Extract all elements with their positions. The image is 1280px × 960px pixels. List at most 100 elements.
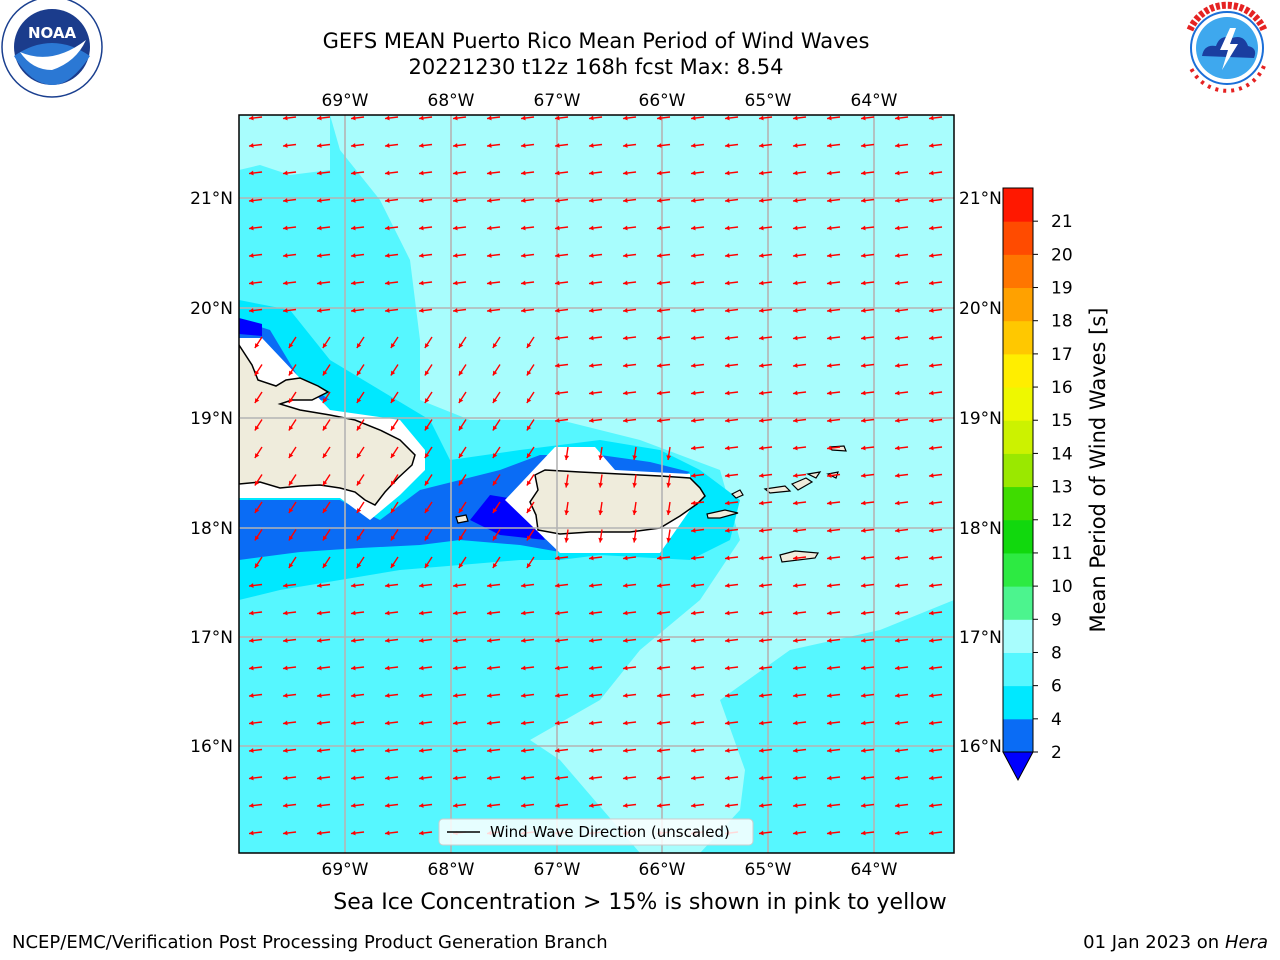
wave-arrow-head — [861, 225, 866, 231]
wave-arrow-head — [317, 830, 322, 836]
wave-arrow-head — [453, 253, 458, 258]
wave-arrow-head — [283, 830, 288, 836]
wave-arrow-head — [827, 225, 832, 231]
wave-arrow-head — [623, 720, 628, 726]
map-panel — [239, 115, 954, 853]
wave-arrow-head — [759, 638, 764, 643]
wave-arrow-head — [827, 115, 832, 121]
colorbar-tick-label: 12 — [1051, 511, 1073, 531]
wave-arrow-head — [929, 775, 934, 781]
colorbar-tick-label: 16 — [1051, 378, 1073, 398]
wave-arrow-head — [555, 418, 560, 423]
wave-arrow-head — [555, 693, 560, 698]
wave-arrow-head — [487, 280, 492, 286]
colorbar-tick-label: 20 — [1051, 245, 1073, 265]
wave-arrow-head — [322, 398, 328, 404]
wave-arrow-head — [419, 253, 424, 258]
wave-arrow-head — [895, 528, 900, 533]
wave-arrow-head — [322, 370, 328, 376]
wave-arrow-head — [725, 583, 730, 588]
lon-label: 65°W — [745, 860, 792, 880]
wave-arrow-head — [351, 638, 356, 643]
wave-arrow-head — [555, 143, 560, 148]
wave-arrow-head — [861, 610, 866, 616]
wave-arrow-head — [793, 610, 798, 616]
wave-arrow-head — [895, 775, 900, 781]
colorbar-tick-label: 18 — [1051, 312, 1073, 332]
wave-arrow-head — [589, 225, 594, 231]
wave-arrow-head — [725, 473, 730, 478]
wave-arrow-head — [453, 665, 458, 671]
wave-arrow-head — [492, 453, 498, 459]
wave-arrow-head — [356, 563, 362, 569]
wave-arrow-head — [725, 335, 730, 341]
wave-arrow-head — [521, 225, 526, 231]
lat-label: 16°N — [190, 737, 233, 757]
wave-arrow-head — [623, 390, 628, 396]
wave-arrow-head — [691, 500, 696, 506]
wave-arrow-head — [589, 555, 594, 561]
wave-arrow-head — [691, 253, 696, 258]
wave-arrow-head — [725, 390, 730, 396]
wave-arrow-head — [385, 720, 390, 726]
wave-arrow-head — [725, 748, 730, 753]
wave-arrow-head — [623, 280, 628, 286]
wave-arrow-head — [793, 198, 798, 203]
colorbar-tick-label: 19 — [1051, 279, 1073, 299]
wave-arrow-head — [623, 198, 628, 203]
lon-label: 66°W — [639, 860, 686, 880]
wave-arrow-head — [249, 198, 254, 203]
wave-arrow-head — [249, 665, 254, 671]
wave-arrow-head — [691, 583, 696, 588]
wave-arrow-head — [521, 280, 526, 286]
colorbar-tick-label: 8 — [1051, 643, 1062, 663]
wave-arrow-head — [691, 390, 696, 396]
colorbar-segment — [1003, 387, 1033, 421]
wave-arrow-head — [725, 610, 730, 616]
wave-arrow-head — [725, 775, 730, 781]
footer-date: 01 Jan 2023 on Hera — [1083, 932, 1268, 953]
wave-arrow-head — [521, 610, 526, 616]
wave-arrow-head — [793, 390, 798, 396]
wave-arrow-head — [793, 748, 798, 753]
wave-arrow-head — [385, 803, 390, 808]
lon-label: 66°W — [639, 91, 686, 111]
wave-arrow-head — [725, 143, 730, 148]
lat-label: 17°N — [959, 628, 1002, 648]
wave-arrow-head — [487, 170, 492, 176]
wave-arrow-head — [759, 748, 764, 753]
wave-arrow-head — [657, 775, 662, 781]
wave-arrow-head — [861, 775, 866, 781]
wave-arrow-head — [283, 170, 288, 176]
wave-arrow-head — [288, 535, 294, 541]
colorbar-segment — [1003, 619, 1033, 653]
wave-arrow-head — [424, 343, 430, 349]
wave-arrow-head — [283, 115, 288, 121]
wave-arrow-head — [487, 610, 492, 616]
wave-arrow-head — [356, 425, 362, 431]
wave-arrow-head — [521, 693, 526, 698]
colorbar-segment — [1003, 685, 1033, 720]
wave-arrow-head — [458, 398, 464, 404]
wave-arrow-head — [283, 198, 288, 203]
wave-arrow-head — [657, 583, 662, 588]
wave-arrow-head — [929, 198, 934, 203]
wave-arrow-head — [623, 418, 628, 423]
wave-arrow-head — [453, 610, 458, 616]
wave-arrow-head — [283, 693, 288, 698]
wave-arrow-head — [623, 748, 628, 753]
wave-arrow-head — [691, 720, 696, 726]
wave-arrow-head — [623, 335, 628, 341]
wave-arrow-head — [555, 390, 560, 396]
colorbar-frame — [1002, 187, 1034, 753]
wave-arrow-head — [492, 398, 498, 404]
wave-arrow-head — [793, 830, 798, 836]
colorbar-segment — [1003, 453, 1033, 488]
wave-arrow-head — [759, 445, 764, 451]
wave-arrow-head — [827, 253, 832, 258]
wave-arrow-head — [526, 535, 532, 541]
wave-arrow-head — [861, 638, 866, 643]
wave-arrow-head — [521, 665, 526, 671]
wave-arrow-head — [929, 830, 934, 836]
wave-arrow-head — [895, 308, 900, 313]
